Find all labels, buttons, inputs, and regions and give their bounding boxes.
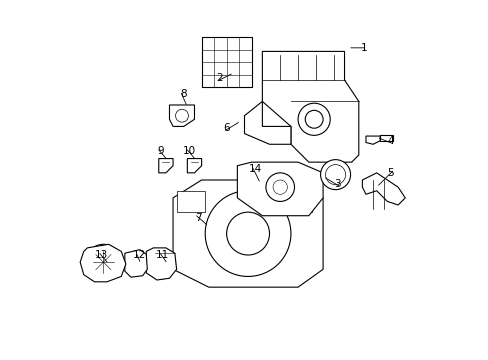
Polygon shape [159, 158, 173, 173]
Circle shape [265, 173, 294, 202]
Polygon shape [169, 105, 194, 126]
Text: 14: 14 [248, 164, 261, 174]
Circle shape [325, 165, 345, 185]
Circle shape [93, 251, 114, 273]
Bar [176, 191, 205, 212]
Text: 9: 9 [157, 147, 163, 157]
Circle shape [85, 244, 121, 280]
Circle shape [205, 191, 290, 276]
Text: 4: 4 [387, 136, 393, 146]
Text: 1: 1 [360, 43, 366, 53]
Polygon shape [262, 51, 358, 162]
Text: 11: 11 [155, 250, 169, 260]
Polygon shape [80, 244, 125, 282]
Text: 13: 13 [95, 250, 108, 260]
Circle shape [320, 159, 350, 190]
Text: 12: 12 [132, 250, 145, 260]
Bar [283, 191, 312, 212]
Text: 7: 7 [194, 212, 201, 222]
Text: 6: 6 [223, 123, 229, 133]
Circle shape [175, 109, 188, 122]
Text: 10: 10 [182, 147, 195, 157]
Polygon shape [146, 248, 176, 280]
Polygon shape [362, 173, 405, 205]
Text: 5: 5 [387, 168, 393, 178]
Text: 3: 3 [333, 179, 340, 189]
Polygon shape [237, 162, 323, 216]
Bar [201, 37, 251, 87]
Circle shape [130, 258, 141, 270]
Circle shape [305, 111, 323, 128]
Bar [380, 135, 392, 141]
Circle shape [298, 103, 329, 135]
Polygon shape [173, 180, 323, 287]
Text: 8: 8 [180, 89, 187, 99]
Circle shape [272, 180, 287, 194]
Polygon shape [187, 158, 201, 173]
Polygon shape [244, 102, 290, 144]
Text: 2: 2 [216, 73, 223, 83]
Polygon shape [365, 136, 380, 144]
Circle shape [226, 212, 269, 255]
Circle shape [145, 249, 175, 279]
Circle shape [124, 253, 146, 275]
Polygon shape [124, 249, 147, 277]
Circle shape [151, 255, 169, 273]
